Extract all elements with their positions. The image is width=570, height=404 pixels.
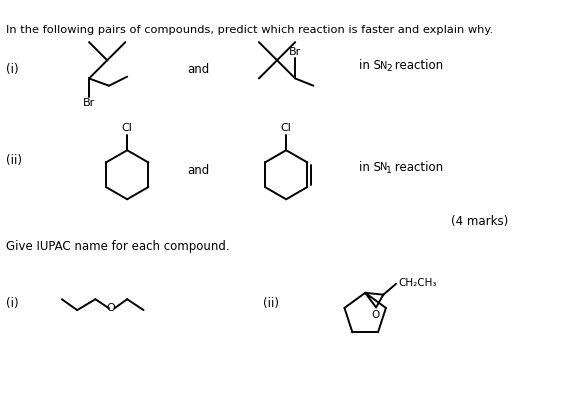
Text: in S: in S (359, 161, 381, 174)
Text: and: and (187, 63, 209, 76)
Text: N: N (380, 61, 387, 71)
Text: Br: Br (83, 99, 95, 108)
Text: 1: 1 (386, 166, 392, 175)
Text: (ii): (ii) (6, 154, 22, 167)
Text: (i): (i) (6, 297, 19, 310)
Text: reaction: reaction (390, 59, 443, 72)
Text: in S: in S (359, 59, 381, 72)
Text: CH₂CH₃: CH₂CH₃ (398, 278, 437, 288)
Text: Cl: Cl (122, 123, 133, 133)
Text: Br: Br (289, 46, 302, 57)
Text: (ii): (ii) (263, 297, 279, 310)
Text: Give IUPAC name for each compound.: Give IUPAC name for each compound. (6, 240, 230, 253)
Text: (i): (i) (6, 63, 19, 76)
Text: (4 marks): (4 marks) (451, 215, 509, 229)
Text: O: O (107, 303, 115, 313)
Text: O: O (371, 310, 379, 320)
Text: and: and (187, 164, 209, 177)
Text: reaction: reaction (390, 161, 443, 174)
Text: Cl: Cl (280, 123, 292, 133)
Text: In the following pairs of compounds, predict which reaction is faster and explai: In the following pairs of compounds, pre… (6, 25, 494, 35)
Text: 2: 2 (386, 64, 392, 73)
Text: N: N (380, 162, 387, 173)
